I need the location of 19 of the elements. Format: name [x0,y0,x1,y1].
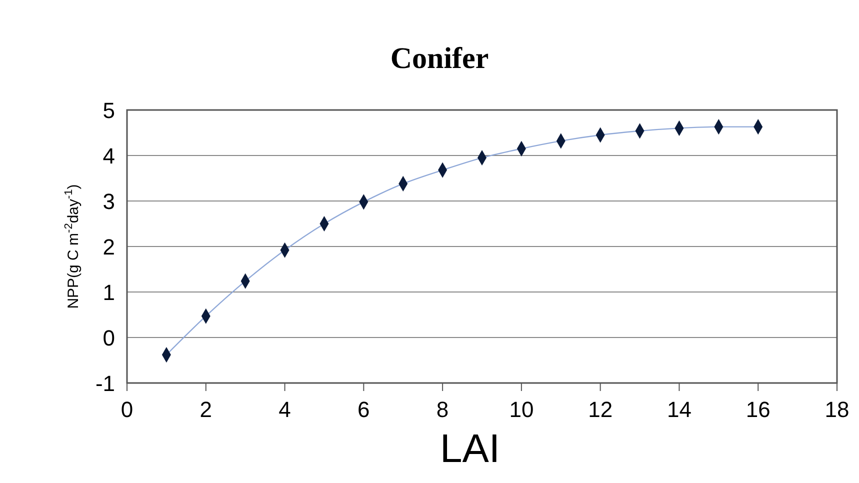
x-tick-label: 14 [666,397,692,422]
x-tick-label: 12 [588,397,613,422]
x-tick-label: 0 [120,397,134,422]
y-tick-label: -1 [95,371,115,396]
y-tick-label: 2 [102,234,115,260]
x-tick-label: 16 [746,397,770,422]
y-tick-label: 1 [102,280,115,305]
x-axis-title: LAI [440,427,500,471]
y-tick-label: 3 [102,189,115,214]
y-tick-label: 4 [102,144,115,168]
chart-title: Conifer [390,42,489,75]
x-tick-label: 6 [358,397,370,422]
x-tick-label: 10 [509,397,534,422]
x-tick-label: 8 [436,397,449,422]
x-tick-label: 18 [824,397,850,422]
x-tick-label: 2 [200,397,212,422]
y-tick-label: 0 [102,326,115,350]
x-tick-label: 4 [278,397,291,422]
y-tick-label: 5 [102,98,115,123]
